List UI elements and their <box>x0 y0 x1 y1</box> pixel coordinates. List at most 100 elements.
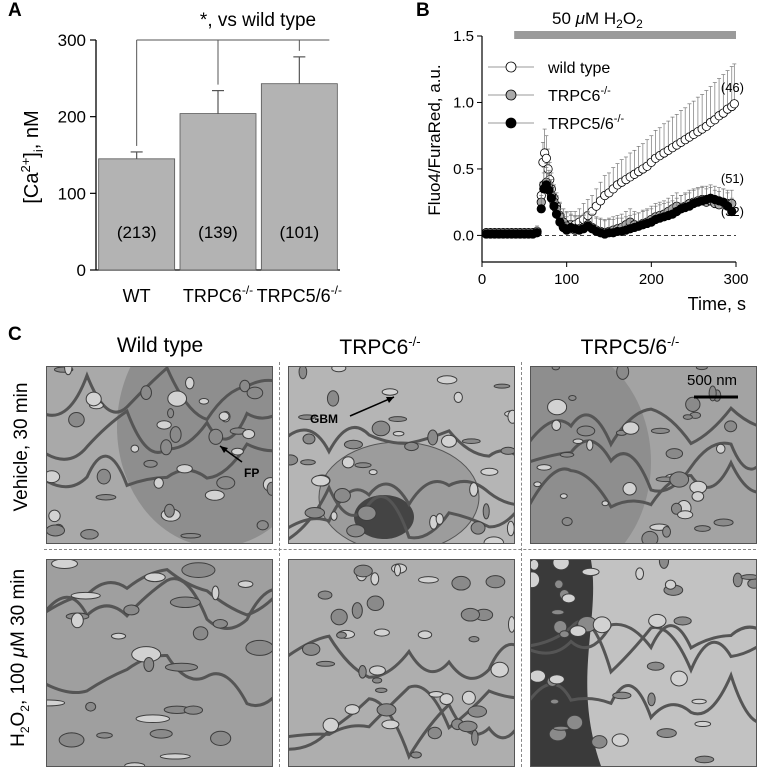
gbm-arrowhead <box>386 397 394 403</box>
em-foot-process <box>300 459 316 466</box>
em-foot-process <box>369 665 386 676</box>
x-tick-label: 0 <box>478 271 486 288</box>
panel-label-b: B <box>416 0 430 21</box>
em-foot-process <box>96 732 113 739</box>
em-foot-process <box>289 454 299 466</box>
legend-label: TRPC6-/- <box>548 85 611 105</box>
em-image-wt-h2o2 <box>46 559 273 767</box>
em-foot-process <box>181 562 216 578</box>
em-foot-process <box>231 447 244 456</box>
em-foot-process <box>480 467 499 476</box>
em-foot-process <box>490 661 509 678</box>
y-tick-label: 0 <box>77 261 86 280</box>
em-foot-process <box>344 704 360 715</box>
em-foot-process <box>212 619 228 629</box>
em-foot-process <box>586 439 594 451</box>
em-foot-process <box>333 488 351 503</box>
em-foot-process <box>670 670 688 687</box>
em-foot-process <box>47 699 66 707</box>
em-foot-process <box>376 703 397 717</box>
em-foot-process <box>351 602 363 619</box>
em-foot-process <box>216 476 236 490</box>
em-foot-process <box>143 656 155 672</box>
em-foot-process <box>418 576 439 584</box>
em-foot-process <box>140 385 152 400</box>
em-foot-process <box>198 398 210 405</box>
em-foot-process <box>460 607 481 622</box>
em-foot-process <box>470 521 486 535</box>
em-foot-process <box>506 520 514 537</box>
em-image-trpc6-vehicle <box>288 366 515 544</box>
em-foot-process <box>559 451 575 458</box>
em-foot-process <box>316 660 336 667</box>
em-dense-region <box>531 560 601 766</box>
em-foot-process <box>550 609 565 616</box>
em-foot-process <box>354 462 372 469</box>
em-foot-process <box>685 396 701 412</box>
em-foot-process <box>673 616 692 626</box>
em-foot-process <box>239 379 251 393</box>
divider-vertical-2 <box>521 362 522 767</box>
em-lumen <box>117 367 272 543</box>
em-image-trpc56-h2o2 <box>530 559 757 767</box>
panel-label-a: A <box>8 0 22 21</box>
x-tick-label: 200 <box>639 271 664 288</box>
legend-label: wild type <box>547 60 610 77</box>
gbm-annotation: GBM <box>310 412 338 426</box>
em-foot-process <box>110 632 127 640</box>
em-foot-process <box>569 625 587 637</box>
em-foot-process <box>572 438 584 444</box>
em-foot-process <box>427 726 443 740</box>
fp-annotation: FP <box>244 466 260 480</box>
em-foot-process <box>601 500 609 507</box>
em-foot-process <box>441 434 457 448</box>
em-foot-process <box>536 464 552 471</box>
em-foot-process <box>592 616 612 634</box>
em-foot-process <box>317 590 333 600</box>
column-title-trpc6: TRPC6-/- <box>339 334 421 359</box>
em-foot-process <box>551 367 560 371</box>
em-foot-process <box>167 408 175 419</box>
em-foot-process <box>533 481 542 488</box>
em-foot-process <box>336 631 347 639</box>
x-axis-label: Time, s <box>688 294 746 314</box>
em-foot-process <box>343 439 363 450</box>
em-foot-process <box>612 691 632 700</box>
bar <box>260 83 338 271</box>
em-foot-process <box>493 383 511 389</box>
em-foot-process <box>381 388 399 396</box>
em-foot-process <box>695 367 708 371</box>
em-foot-process <box>561 593 576 604</box>
em-foot-process <box>393 563 402 577</box>
series-trpc5-6- <box>481 167 737 239</box>
em-foot-process <box>664 579 677 590</box>
legend-label: TRPC5/6-/- <box>548 113 625 133</box>
em-foot-process <box>302 642 321 656</box>
em-foot-process <box>715 443 726 454</box>
em-foot-process <box>392 430 405 437</box>
em-foot-process <box>647 692 656 707</box>
em-foot-process <box>375 687 388 693</box>
y-tick-label: 100 <box>58 184 86 203</box>
em-foot-process <box>531 669 547 683</box>
data-point <box>729 99 739 109</box>
category-label: TRPC5/6-/- <box>257 283 342 306</box>
em-foot-process <box>304 507 326 519</box>
fp-arrowhead <box>220 446 228 453</box>
em-foot-process <box>211 585 220 601</box>
em-foot-process <box>482 503 490 520</box>
legend-marker <box>505 89 517 101</box>
n-label: (46) <box>721 80 744 95</box>
em-foot-process <box>410 751 422 759</box>
em-foot-process <box>95 494 117 501</box>
n-label: (213) <box>117 223 157 242</box>
em-foot-process <box>561 517 573 527</box>
em-foot-process <box>548 674 565 685</box>
em-foot-process <box>366 595 385 612</box>
em-basement-membrane <box>289 483 514 541</box>
em-foot-process <box>531 560 540 571</box>
em-foot-process <box>85 701 97 712</box>
em-foot-process <box>176 464 193 474</box>
em-foot-process <box>551 419 562 431</box>
y-tick-label: 200 <box>58 108 86 127</box>
